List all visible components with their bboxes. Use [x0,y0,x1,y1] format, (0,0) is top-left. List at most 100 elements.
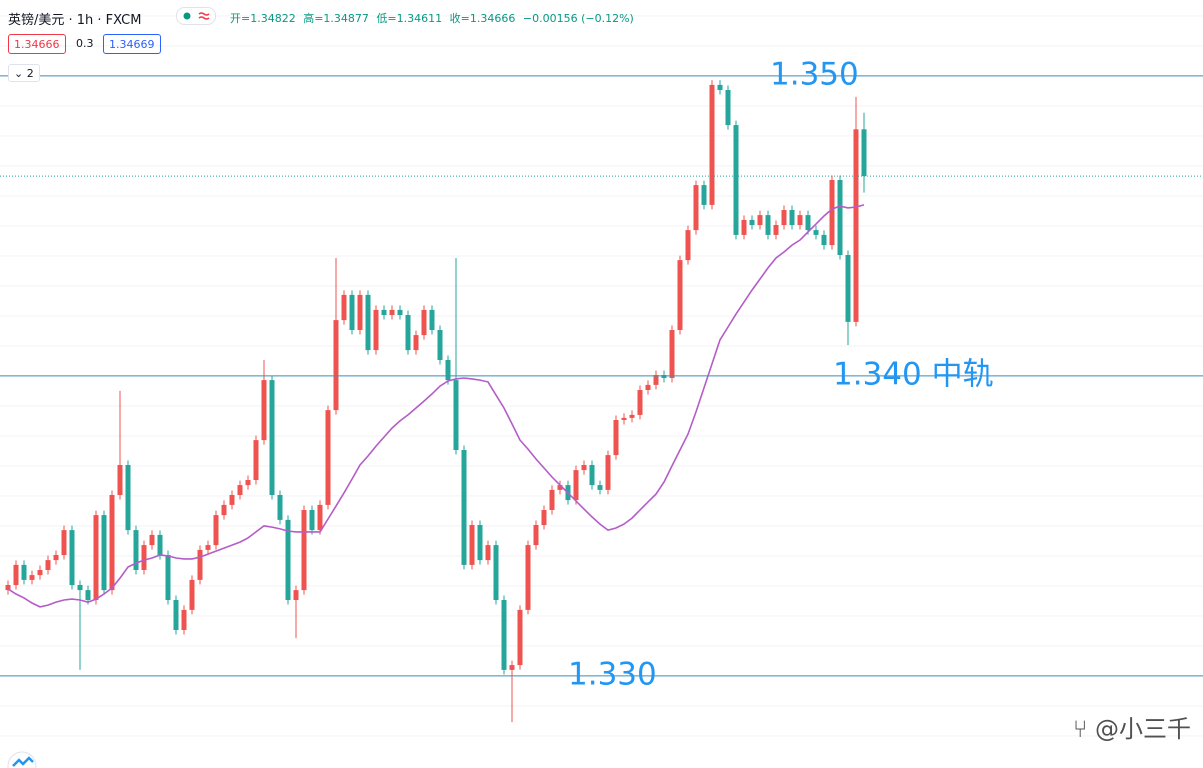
candle-body [197,549,203,580]
ohlc-legend: 开=1.34822 高=1.34877 低=1.34611 收=1.34666 … [230,10,638,26]
candle-body [333,320,339,411]
candle-body [261,380,267,441]
candle-body [109,495,115,591]
overlays: 1.350 1.340 中轨 1.330 [0,56,1203,692]
candle-body [453,380,459,450]
candle-body [365,294,371,351]
candle-body [229,495,235,505]
candle-body [669,330,675,378]
spread: 0.3 [76,37,94,50]
candle-body [789,210,795,225]
candle-body [725,90,731,126]
candle-body [741,219,747,235]
candle-body [405,315,411,351]
candle-body [205,545,211,550]
candle-body [13,564,19,585]
ohlc-low: 低=1.34611 [376,12,443,25]
ohlc-change: −0.00156 (−0.12%) [522,12,634,25]
candle-body [645,384,651,390]
candle-body [605,455,611,490]
candle-body [533,525,539,546]
candle-body [541,510,547,525]
candle-body [509,665,515,670]
candle-body [765,215,771,235]
candle-body [621,417,627,420]
candle-body [165,555,171,600]
candle-body [661,375,667,378]
candle-body [397,309,403,315]
candle-body [557,485,563,490]
indicator-toggle[interactable]: ⌄ 2 [8,64,40,82]
candle-body [629,414,635,418]
candle-body [269,380,275,495]
ohlc-high: 高=1.34877 [303,12,369,25]
candle-body [189,579,195,610]
candle-body [749,219,755,225]
level-annotation: 1.340 中轨 [833,356,994,392]
candle-body [461,450,467,565]
candle-body [45,560,51,570]
candle-body [861,129,867,177]
candle-body [781,210,787,225]
candle-body [485,545,491,561]
candle-body [525,545,531,610]
candle-body [285,519,291,600]
candle-body [85,590,91,600]
candle-body [501,600,507,670]
candle-body [613,420,619,456]
moving-average [7,204,865,608]
candle-body [573,470,579,501]
indicator-count: 2 [26,67,34,80]
candle-body [69,530,75,585]
ohlc-close: 收=1.34666 [449,12,516,25]
candle-body [157,534,163,555]
candle-body [341,294,347,321]
candle-body [653,375,659,385]
level-annotation: 1.350 [770,56,859,92]
candle-body [685,230,691,261]
candle-body [293,590,299,600]
candle-body [77,585,83,591]
candle-body [701,185,707,205]
candle-body [245,480,251,486]
ask-box[interactable]: 1.34669 [103,34,161,54]
watermark: ⑂ @小三千 [1073,709,1191,744]
candle-body [693,185,699,231]
candle-body [29,575,35,580]
candle-body [237,485,243,495]
candle-body [133,530,139,570]
candle-body [325,410,331,505]
bid-box[interactable]: 1.34666 [8,34,66,54]
candle-body [101,515,107,591]
candle-body [821,234,827,246]
candle-body [429,309,435,330]
candle-body [53,555,59,561]
candle-body [181,609,187,630]
status-badge [176,7,216,25]
candle-body [773,225,779,235]
candle-body [389,309,395,315]
candle-body [581,465,587,471]
candle-body [813,230,819,235]
candle-body [597,485,603,490]
candle-body [517,609,523,666]
candle-body [413,335,419,351]
candle-body [829,180,835,246]
logo [7,751,37,768]
candle-body [93,515,99,600]
candle-body [357,294,363,330]
candle-body [5,585,11,591]
candle-body [317,504,323,531]
candle-body [733,125,739,235]
level-annotation: 1.330 [568,656,657,692]
badge-frame [176,7,216,25]
candle-body [125,465,131,531]
logo-mark [12,756,34,767]
candle-body [61,530,67,555]
candle-body [221,504,227,516]
candle-body [477,525,483,561]
candle-body [301,510,307,591]
candle-body [445,360,451,381]
